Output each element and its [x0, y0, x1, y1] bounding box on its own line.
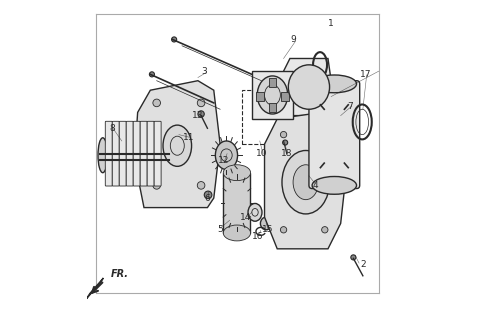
Text: 7: 7: [347, 101, 353, 111]
FancyBboxPatch shape: [256, 92, 264, 101]
Ellipse shape: [162, 138, 171, 173]
FancyBboxPatch shape: [252, 71, 293, 119]
Ellipse shape: [283, 140, 288, 145]
FancyBboxPatch shape: [112, 121, 119, 186]
Ellipse shape: [98, 138, 108, 173]
FancyBboxPatch shape: [105, 121, 112, 186]
FancyBboxPatch shape: [309, 81, 360, 188]
Ellipse shape: [322, 132, 328, 138]
FancyBboxPatch shape: [269, 77, 276, 87]
Text: 11: 11: [183, 133, 194, 142]
Ellipse shape: [293, 165, 319, 200]
FancyBboxPatch shape: [269, 103, 276, 112]
Polygon shape: [86, 278, 104, 299]
Text: 4: 4: [312, 181, 318, 190]
Text: 1: 1: [328, 19, 334, 28]
Ellipse shape: [153, 181, 161, 189]
Ellipse shape: [204, 191, 212, 199]
Text: FR.: FR.: [110, 269, 129, 279]
Ellipse shape: [260, 217, 272, 230]
FancyBboxPatch shape: [119, 121, 126, 186]
Ellipse shape: [312, 177, 356, 194]
Text: 17: 17: [360, 70, 372, 79]
Text: 8: 8: [109, 124, 115, 133]
Ellipse shape: [322, 227, 328, 233]
Text: 3: 3: [201, 67, 207, 76]
Ellipse shape: [197, 99, 205, 107]
FancyBboxPatch shape: [223, 173, 250, 233]
Text: 16: 16: [252, 232, 264, 241]
Text: 15: 15: [262, 225, 273, 234]
Ellipse shape: [198, 111, 204, 117]
Ellipse shape: [257, 76, 288, 114]
Ellipse shape: [351, 255, 356, 260]
Ellipse shape: [223, 165, 250, 180]
FancyBboxPatch shape: [133, 121, 140, 186]
Text: 9: 9: [290, 35, 296, 44]
Ellipse shape: [282, 150, 329, 214]
Text: 2: 2: [360, 260, 366, 269]
Text: 10: 10: [256, 149, 267, 158]
Ellipse shape: [171, 37, 177, 42]
Ellipse shape: [280, 227, 287, 233]
Ellipse shape: [163, 125, 191, 166]
Ellipse shape: [153, 99, 161, 107]
Ellipse shape: [248, 204, 262, 221]
Text: 18: 18: [281, 149, 293, 158]
Ellipse shape: [280, 132, 287, 138]
Text: 13: 13: [192, 111, 204, 120]
Text: 5: 5: [217, 225, 223, 234]
Text: 14: 14: [240, 212, 251, 222]
Ellipse shape: [197, 181, 205, 189]
FancyBboxPatch shape: [126, 121, 133, 186]
FancyBboxPatch shape: [147, 121, 154, 186]
Ellipse shape: [149, 72, 155, 77]
Ellipse shape: [288, 65, 329, 109]
Polygon shape: [284, 59, 334, 116]
FancyBboxPatch shape: [154, 121, 161, 186]
Text: 12: 12: [218, 156, 229, 164]
Ellipse shape: [223, 225, 250, 241]
Text: 6: 6: [205, 194, 210, 203]
Ellipse shape: [312, 75, 356, 93]
Polygon shape: [135, 81, 220, 208]
FancyBboxPatch shape: [281, 92, 289, 101]
Ellipse shape: [216, 141, 238, 170]
FancyBboxPatch shape: [140, 121, 147, 186]
Polygon shape: [265, 112, 347, 249]
